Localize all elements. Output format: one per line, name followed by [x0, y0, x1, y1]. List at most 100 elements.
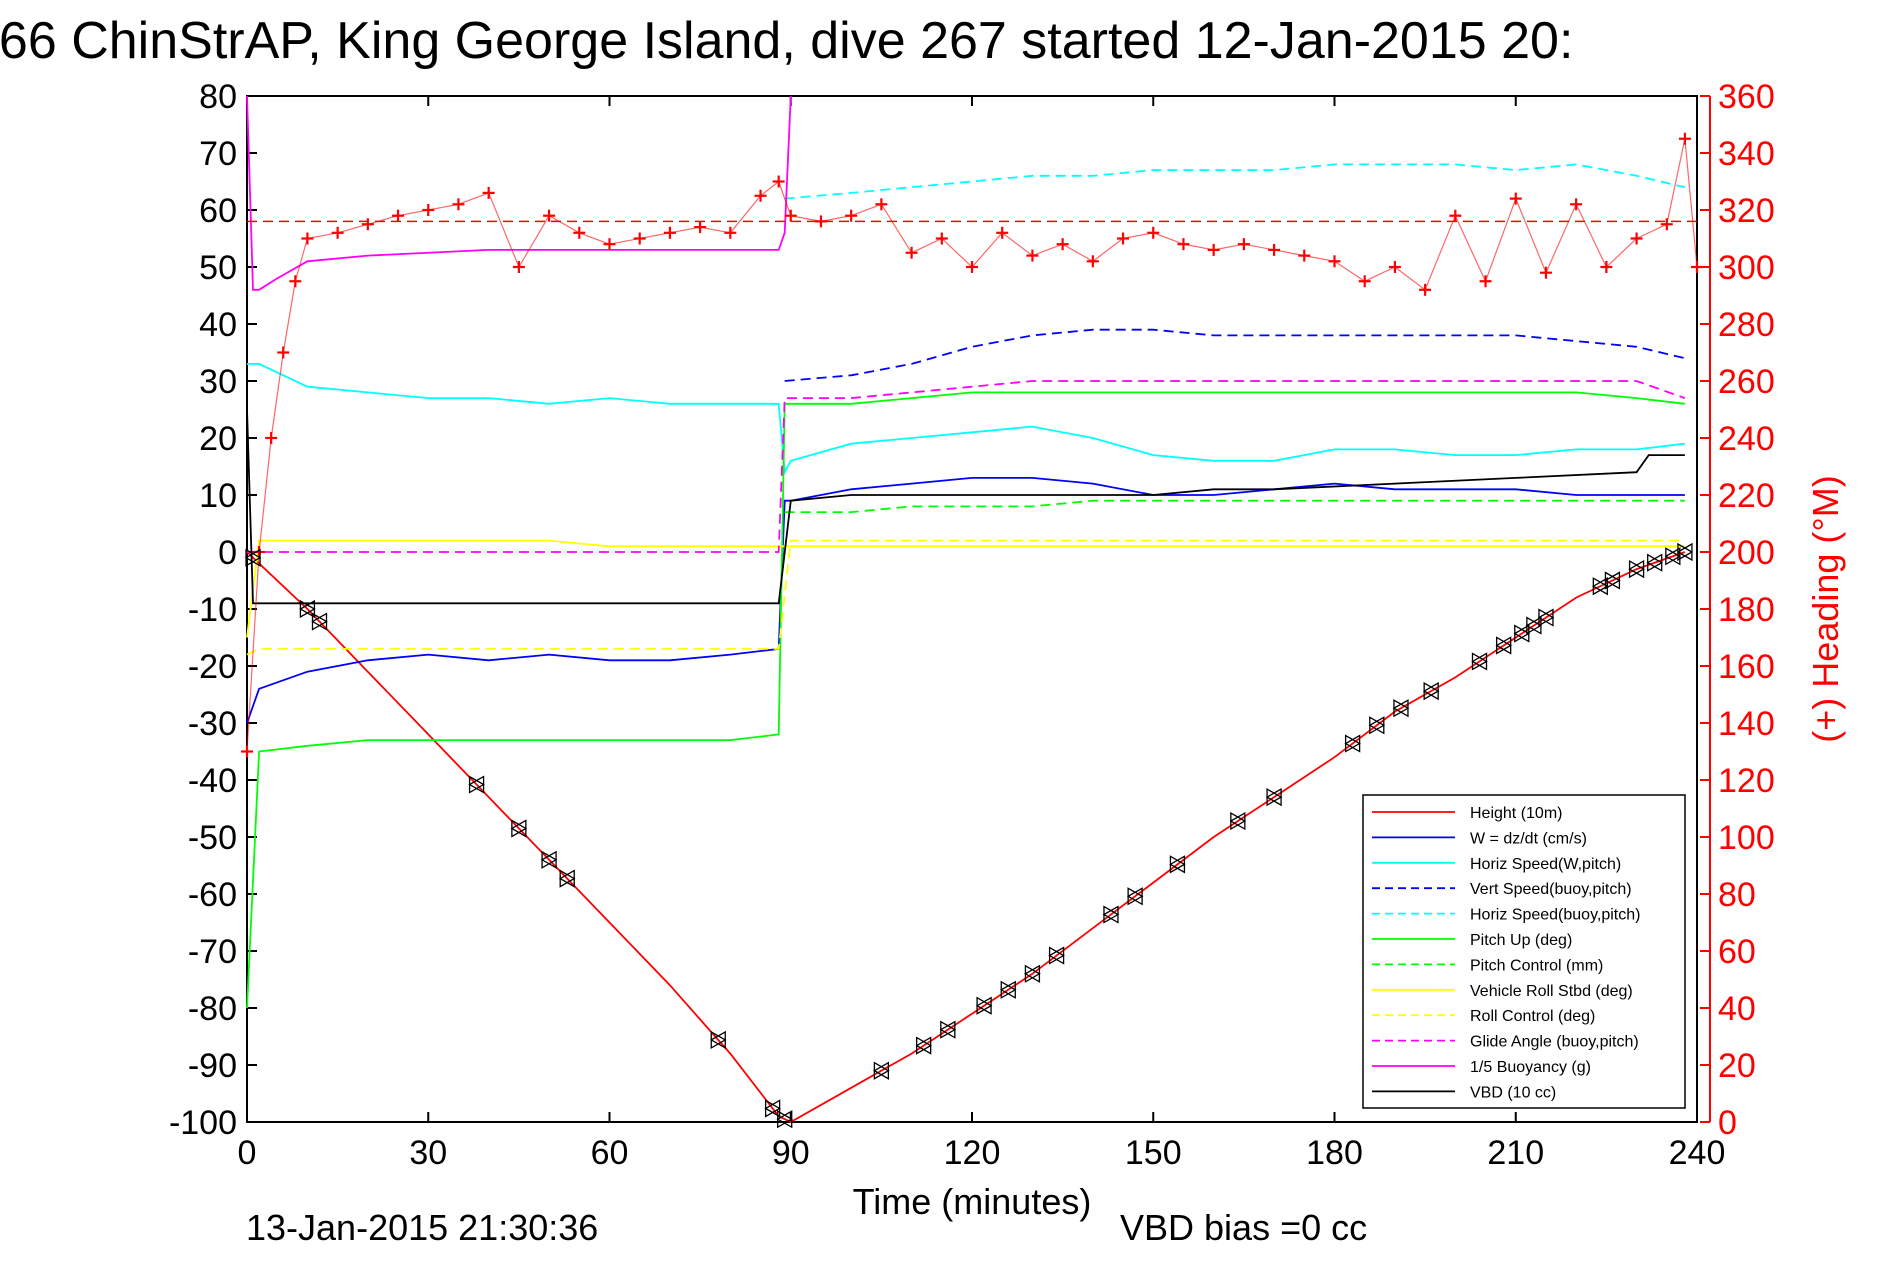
y2-tick-label: 280: [1718, 306, 1775, 344]
depth-marker: [299, 599, 316, 619]
depth-marker: [1525, 616, 1543, 635]
heading-point: [1056, 238, 1069, 251]
heading-point: [754, 189, 767, 202]
y-tick-label: -80: [188, 990, 237, 1028]
heading-trace: [246, 138, 1698, 752]
heading-point: [694, 221, 707, 234]
y2-tick-label: 300: [1718, 249, 1775, 287]
y2-tick-label: 120: [1718, 762, 1775, 800]
x-tick-label: 210: [1487, 1134, 1544, 1172]
heading-point: [772, 175, 785, 188]
y2-tick-label: 80: [1718, 876, 1756, 914]
y-tick-label: 10: [199, 477, 237, 515]
x-axis-ticks: 0 30 60 90 120 150 180 210 240: [238, 96, 1725, 1172]
y2-tick-label: 260: [1718, 363, 1775, 401]
depth-marker: [1229, 811, 1247, 831]
y-tick-label: -100: [169, 1104, 237, 1142]
y-tick-label: -60: [188, 876, 237, 914]
legend-entry: Roll Control (deg): [1470, 1008, 1595, 1025]
footer-timestamp: 13-Jan-2015 21:30:36: [246, 1207, 598, 1248]
heading-point: [1147, 226, 1160, 239]
y-axis-ticks: 80 70 60 50 40 30 20 10 0 -10 -20 -30 -40 -50 -60 -70 -8…: [169, 78, 257, 1142]
depth-marker: [311, 612, 328, 631]
series-line-6: [784, 499, 1685, 513]
y2-tick-label: 100: [1718, 819, 1775, 857]
heading-point: [301, 232, 314, 245]
y2-tick-label: 40: [1718, 990, 1756, 1028]
heading-point: [663, 226, 676, 239]
legend-entry: VBD (10 cc): [1470, 1084, 1556, 1101]
heading-point: [1600, 261, 1613, 273]
heading-point: [1177, 238, 1190, 251]
heading-point: [845, 209, 858, 222]
series-lines: [246, 95, 1686, 1124]
series-line-8: [246, 539, 1685, 656]
heading-point: [1479, 275, 1492, 288]
heading-point: [1509, 192, 1522, 205]
heading-point: [1539, 266, 1552, 279]
y2-tick-label: 340: [1718, 135, 1775, 173]
heading-point: [1630, 232, 1643, 245]
y2-tick-label: 360: [1718, 78, 1775, 116]
y2-tick-label: 200: [1718, 534, 1775, 572]
heading-point: [1660, 218, 1673, 231]
heading-point: [875, 198, 888, 211]
depth-marker: [244, 548, 262, 567]
heading-point: [1449, 209, 1462, 222]
heading-point: [724, 226, 737, 239]
legend-entry: Height (10m): [1470, 805, 1562, 822]
y-tick-label: 0: [218, 534, 237, 572]
depth-marker: [873, 1061, 890, 1080]
series-line-9: [247, 380, 1686, 553]
heading-point: [1678, 132, 1691, 145]
depth-marker: [1368, 716, 1386, 735]
depth-marker: [975, 996, 993, 1015]
heading-point: [452, 198, 465, 211]
heading-point: [1328, 255, 1341, 268]
depth-marker: [510, 819, 528, 838]
depth-marker: [764, 1099, 781, 1118]
heading-point: [633, 232, 646, 245]
y-tick-label: -50: [188, 819, 237, 857]
series-line-4: [784, 163, 1686, 200]
heading-markers: [241, 132, 1703, 758]
heading-point: [265, 432, 278, 444]
depth-marker: [1628, 559, 1645, 579]
legend-entry: 1/5 Buoyancy (g): [1470, 1059, 1591, 1076]
depth-marker: [1604, 571, 1621, 590]
depth-marker: [1392, 699, 1410, 718]
footer-vbd-bias: VBD bias =0 cc: [1120, 1207, 1367, 1248]
x-tick-label: 180: [1306, 1134, 1363, 1172]
x-tick-label: 120: [944, 1134, 1001, 1172]
heading-point: [996, 226, 1009, 239]
depth-marker: [1048, 946, 1065, 965]
depth-marker: [709, 1030, 727, 1050]
heading-point: [1117, 232, 1130, 245]
depth-marker: [999, 980, 1017, 999]
depth-marker: [1102, 905, 1120, 924]
legend-entry: Pitch Up (deg): [1470, 932, 1572, 949]
depth-marker: [1646, 553, 1664, 572]
y2-tick-label: 140: [1718, 705, 1775, 743]
depth-marker: [1126, 887, 1144, 906]
x-tick-label: 0: [238, 1134, 257, 1172]
heading-point: [1207, 243, 1220, 256]
heading-point: [1086, 255, 1099, 268]
heading-point: [543, 209, 556, 222]
depth-marker: [468, 775, 485, 794]
depth-marker: [1471, 652, 1488, 671]
x-axis-label: Time (minutes): [853, 1181, 1092, 1222]
y2-axis-ticks: 3603403203002802602402202001801601401201…: [1700, 78, 1775, 1142]
y2-tick-label: 180: [1718, 591, 1775, 629]
depth-marker: [1664, 547, 1682, 566]
heading-point: [1419, 283, 1432, 296]
depth-marker: [939, 1020, 957, 1039]
heading-point: [277, 346, 290, 359]
depth-marker: [1169, 855, 1186, 874]
depth-marker: [915, 1036, 932, 1055]
x-tick-label: 90: [772, 1134, 810, 1172]
y-tick-label: -30: [188, 705, 237, 743]
depth-marker: [776, 1110, 794, 1129]
y-tick-label: 70: [199, 135, 237, 173]
